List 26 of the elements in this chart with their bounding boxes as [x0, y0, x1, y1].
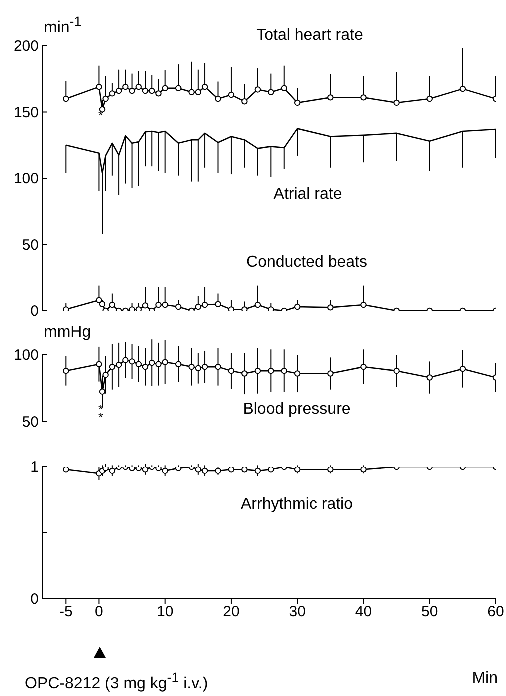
text: OPC-8212 (3 mg kg$^{-1}$ i.v.): [25, 670, 208, 694]
series-label: Blood pressure: [243, 401, 351, 419]
y-tick-label: 200: [14, 38, 39, 55]
y-tick-label: 100: [14, 170, 39, 188]
x-axis-title: Min: [472, 670, 498, 688]
text: Atrial rate: [274, 186, 342, 204]
y-tick-label: 0: [30, 303, 39, 320]
x-tick-label: 10: [157, 604, 174, 621]
text: Total heart rate: [256, 27, 364, 45]
series-label: Conducted beats: [246, 254, 368, 272]
x-tick-label: 40: [355, 604, 372, 621]
x-tick-label: 60: [488, 604, 504, 621]
series-label: Arrhythmic ratio: [240, 496, 354, 514]
y-tick-label: 0: [30, 591, 39, 608]
x-tick-label: -5: [59, 604, 73, 621]
y-tick-label: 50: [22, 236, 39, 254]
x-tick-label: 0: [95, 604, 104, 621]
x-tick-label: 20: [223, 604, 240, 621]
x-tick-label: 50: [422, 604, 438, 621]
y-tick-label: 150: [14, 104, 39, 122]
y-tick-label: 50: [22, 414, 39, 431]
y-tick-label: 100: [14, 347, 39, 364]
y-axis-title: mmHg: [44, 324, 92, 342]
x-tick-label: 30: [289, 604, 306, 621]
y-tick-label: 1: [30, 459, 39, 476]
y-axis-title: min$^{-1}$: [44, 14, 82, 38]
